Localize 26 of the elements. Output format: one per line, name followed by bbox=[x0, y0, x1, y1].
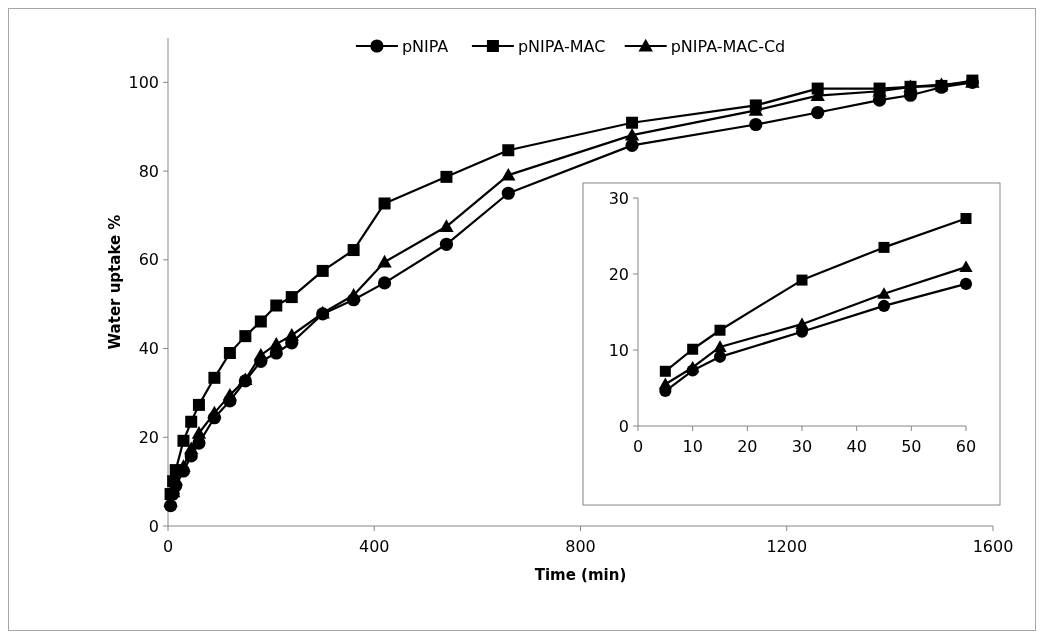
x-tick-label: 50 bbox=[901, 437, 922, 456]
x-tick-label: 10 bbox=[682, 437, 703, 456]
legend-label: pNIPA-MAC bbox=[517, 36, 606, 56]
y-tick-label: 80 bbox=[138, 161, 159, 181]
x-tick-label: 40 bbox=[846, 437, 867, 456]
legend-label: pNIPA-MAC-Cd bbox=[670, 36, 786, 56]
y-tick-label: 0 bbox=[148, 516, 159, 536]
y-tick-label: 30 bbox=[608, 188, 629, 208]
legend-label: pNIPA bbox=[401, 36, 449, 56]
y-tick-label: 0 bbox=[618, 416, 629, 436]
x-tick-label: 30 bbox=[791, 437, 813, 456]
x-tick-label: 0 bbox=[162, 537, 174, 556]
x-tick-label: 1200 bbox=[766, 537, 808, 556]
y-tick-label: 100 bbox=[128, 72, 159, 92]
x-axis-title: Time (min) bbox=[534, 566, 627, 584]
y-tick-label: 40 bbox=[138, 339, 159, 359]
y-tick-label: 60 bbox=[138, 250, 159, 270]
y-axis-title: Water uptake % bbox=[106, 214, 124, 350]
x-tick-label: 0 bbox=[632, 437, 644, 456]
x-tick-label: 60 bbox=[955, 437, 977, 456]
x-tick-label: 400 bbox=[358, 537, 390, 556]
x-tick-label: 1600 bbox=[972, 537, 1014, 556]
y-tick-label: 10 bbox=[608, 340, 629, 360]
y-tick-label: 20 bbox=[608, 264, 629, 284]
x-tick-label: 800 bbox=[565, 537, 596, 556]
x-tick-label: 20 bbox=[737, 437, 758, 456]
